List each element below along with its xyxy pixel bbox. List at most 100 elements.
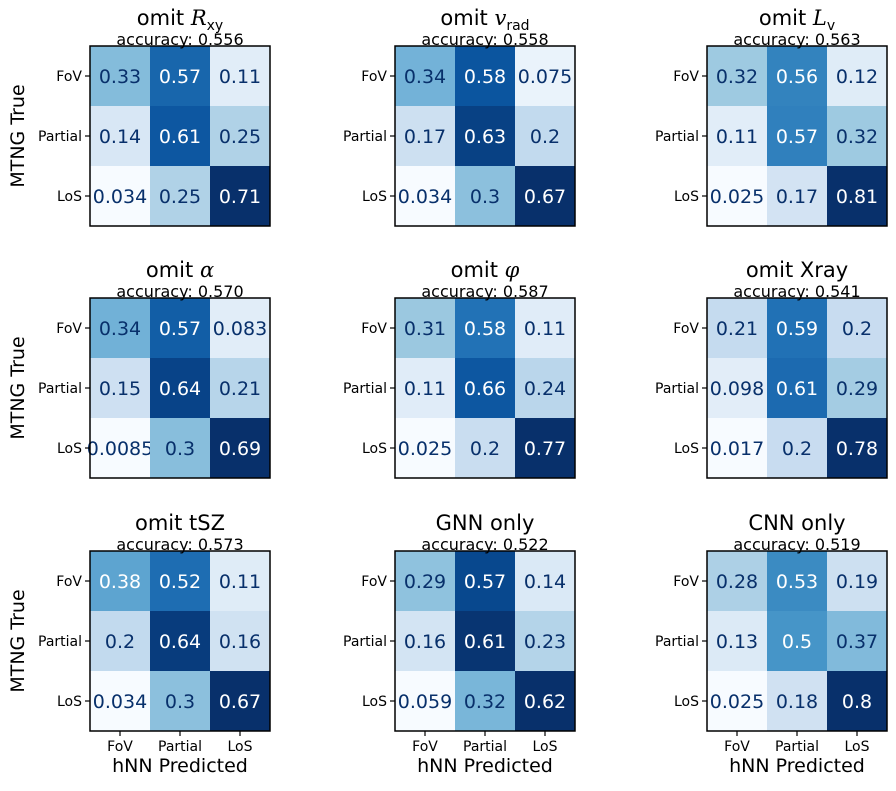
cell-value-label: 0.2 xyxy=(842,318,872,340)
heatmap-cell xyxy=(707,611,768,672)
heatmap-cell xyxy=(90,671,151,732)
cell-value-label: 0.62 xyxy=(524,691,566,713)
cell-value-label: 0.034 xyxy=(93,691,147,713)
cell-value-label: 0.2 xyxy=(105,631,135,653)
cell-value-label: 0.67 xyxy=(219,691,261,713)
cell-value-label: 0.57 xyxy=(776,126,818,148)
cell-value-label: 0.34 xyxy=(99,318,141,340)
panel-title: omit Rxy xyxy=(137,6,223,34)
x-axis-label: hNN Predicted xyxy=(417,755,553,777)
y-tick-label: FoV xyxy=(361,69,387,85)
y-tick-label: FoV xyxy=(673,574,699,590)
y-tick-label: LoS xyxy=(57,189,82,205)
panel-accuracy: accuracy: 0.541 xyxy=(733,282,860,301)
heatmap-cell xyxy=(210,611,271,672)
cell-value-label: 0.025 xyxy=(398,438,452,460)
heatmap-cell xyxy=(395,106,456,167)
cell-value-label: 0.059 xyxy=(398,691,452,713)
x-tick-label: Partial xyxy=(463,739,507,755)
x-tick-label: Partial xyxy=(775,739,819,755)
heatmap-cell xyxy=(827,298,888,359)
heatmap-cell xyxy=(210,671,271,732)
cell-value-label: 0.38 xyxy=(99,571,141,593)
panel-title: omit Lv xyxy=(759,6,835,34)
y-tick-label: LoS xyxy=(57,694,82,710)
heatmap-cell xyxy=(707,166,768,227)
heatmap-cell xyxy=(395,611,456,672)
heatmap-cell xyxy=(150,298,211,359)
cell-value-label: 0.59 xyxy=(776,318,818,340)
cell-value-label: 0.32 xyxy=(716,66,758,88)
heatmap-cell xyxy=(90,611,151,672)
cell-value-label: 0.14 xyxy=(524,571,566,593)
y-tick-label: LoS xyxy=(674,189,699,205)
heatmap-cell xyxy=(767,106,828,167)
heatmap-cell xyxy=(90,46,151,107)
cell-value-label: 0.29 xyxy=(404,571,446,593)
cell-value-label: 0.3 xyxy=(165,438,195,460)
cell-value-label: 0.15 xyxy=(99,378,141,400)
heatmap-cell xyxy=(395,551,456,612)
panel-accuracy: accuracy: 0.587 xyxy=(421,282,548,301)
x-tick-label: FoV xyxy=(724,739,750,755)
panel-accuracy: accuracy: 0.570 xyxy=(116,282,243,301)
heatmap-cell xyxy=(515,671,576,732)
cell-value-label: 0.3 xyxy=(165,691,195,713)
cell-value-label: 0.64 xyxy=(159,378,201,400)
heatmap-cell xyxy=(90,551,151,612)
heatmap-cell xyxy=(707,418,768,479)
panel-accuracy: accuracy: 0.563 xyxy=(733,30,860,49)
cell-value-label: 0.11 xyxy=(219,571,261,593)
y-tick-label: LoS xyxy=(362,441,387,457)
heatmap-cell xyxy=(707,671,768,732)
cell-value-label: 0.8 xyxy=(842,691,872,713)
x-axis-label: hNN Predicted xyxy=(729,755,865,777)
cell-value-label: 0.21 xyxy=(716,318,758,340)
cell-value-label: 0.57 xyxy=(159,318,201,340)
cell-value-label: 0.13 xyxy=(716,631,758,653)
cell-value-label: 0.61 xyxy=(464,631,506,653)
heatmap-cell xyxy=(827,551,888,612)
cell-value-label: 0.34 xyxy=(404,66,446,88)
heatmap-cell xyxy=(827,166,888,227)
heatmap-cell xyxy=(150,166,211,227)
heatmap-cell xyxy=(90,358,151,419)
cell-value-label: 0.63 xyxy=(464,126,506,148)
heatmap-cell xyxy=(515,358,576,419)
panel-title: omit tSZ xyxy=(135,511,225,535)
cell-value-label: 0.11 xyxy=(716,126,758,148)
heatmap-cell xyxy=(150,418,211,479)
heatmap-cell xyxy=(767,551,828,612)
heatmap-cell xyxy=(515,611,576,672)
cell-value-label: 0.33 xyxy=(99,66,141,88)
heatmap-cell xyxy=(455,298,516,359)
heatmap-cell xyxy=(150,611,211,672)
cell-value-label: 0.58 xyxy=(464,66,506,88)
heatmap-cell xyxy=(150,671,211,732)
heatmap-cell xyxy=(767,418,828,479)
cell-value-label: 0.18 xyxy=(776,691,818,713)
heatmap-cell xyxy=(210,418,271,479)
cell-value-label: 0.5 xyxy=(782,631,812,653)
cell-value-label: 0.81 xyxy=(836,186,878,208)
cell-value-label: 0.77 xyxy=(524,438,566,460)
cell-value-label: 0.017 xyxy=(710,438,764,460)
heatmap-cell xyxy=(515,106,576,167)
y-tick-label: LoS xyxy=(674,441,699,457)
panel-accuracy: accuracy: 0.558 xyxy=(421,30,548,49)
cell-value-label: 0.29 xyxy=(836,378,878,400)
cell-value-label: 0.28 xyxy=(716,571,758,593)
heatmap-cell xyxy=(767,298,828,359)
heatmap-cell xyxy=(210,551,271,612)
cell-value-label: 0.53 xyxy=(776,571,818,593)
heatmap-cell xyxy=(150,551,211,612)
x-tick-label: FoV xyxy=(107,739,133,755)
heatmap-cell xyxy=(395,298,456,359)
y-axis-label: MTNG True xyxy=(7,84,29,187)
cell-value-label: 0.034 xyxy=(398,186,452,208)
heatmap-cell xyxy=(455,166,516,227)
panel-title: omit φ xyxy=(451,258,520,282)
heatmap-cell xyxy=(455,46,516,107)
y-tick-label: FoV xyxy=(56,321,82,337)
